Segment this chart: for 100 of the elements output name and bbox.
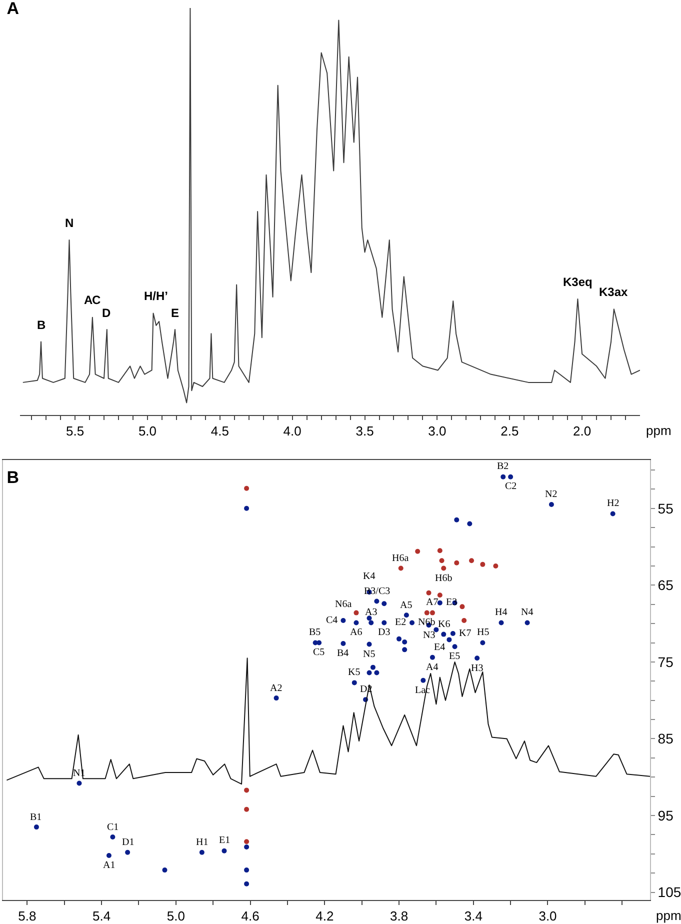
point bbox=[340, 618, 346, 623]
data-label: A2 bbox=[270, 683, 282, 694]
point bbox=[354, 610, 359, 616]
data-label: H5 bbox=[477, 627, 490, 638]
data-label: N6a bbox=[335, 599, 352, 610]
data-label: K7 bbox=[459, 628, 472, 639]
point bbox=[274, 696, 279, 701]
point bbox=[222, 848, 227, 854]
point bbox=[462, 618, 467, 623]
point bbox=[244, 486, 250, 491]
data-label: D1 bbox=[122, 837, 134, 848]
data-label: N3 bbox=[423, 630, 436, 641]
x-tick-label: 5.4 bbox=[92, 908, 111, 924]
point bbox=[244, 506, 250, 511]
x-tick-label: 3.4 bbox=[464, 908, 482, 924]
point bbox=[467, 521, 472, 526]
data-label: E5 bbox=[449, 651, 460, 662]
x-tick-label: 4.0 bbox=[283, 424, 302, 439]
data-label: E1 bbox=[219, 835, 230, 846]
point bbox=[434, 627, 439, 632]
x-tick-label: 3.8 bbox=[390, 908, 408, 924]
point bbox=[410, 620, 415, 626]
data-label: C4 bbox=[326, 615, 338, 626]
point bbox=[402, 639, 408, 644]
point bbox=[508, 474, 514, 480]
point bbox=[244, 788, 250, 793]
data-label: A6 bbox=[350, 627, 362, 638]
point bbox=[382, 620, 387, 626]
annotation: C bbox=[92, 293, 101, 307]
point bbox=[610, 511, 616, 516]
x-tick-label: 2.5 bbox=[500, 424, 519, 439]
data-label: C2 bbox=[505, 481, 517, 492]
point bbox=[446, 637, 452, 642]
x-tick-label: 2.0 bbox=[573, 424, 592, 439]
x-tick-label: 4.5 bbox=[210, 424, 229, 439]
data-label: H6b bbox=[435, 573, 452, 584]
data-label: D3 bbox=[378, 627, 390, 638]
point bbox=[426, 590, 432, 596]
point bbox=[34, 824, 39, 830]
y-tick-label: 105 bbox=[658, 884, 681, 900]
text: B bbox=[6, 468, 20, 487]
annotation: E bbox=[171, 306, 180, 320]
x-tick-label: 5.0 bbox=[138, 424, 157, 439]
data-label: B1 bbox=[30, 812, 42, 823]
x-tick-label: 5.0 bbox=[166, 908, 185, 924]
point bbox=[441, 566, 446, 571]
data-label: B4 bbox=[337, 648, 349, 659]
point bbox=[524, 620, 530, 626]
point bbox=[452, 644, 458, 650]
point bbox=[340, 641, 346, 646]
data-label: E2 bbox=[395, 617, 406, 628]
point bbox=[396, 636, 402, 642]
line-series bbox=[6, 658, 650, 785]
point bbox=[469, 558, 474, 564]
point bbox=[500, 474, 506, 480]
annotation: K3ax bbox=[599, 285, 628, 299]
point bbox=[354, 620, 359, 626]
point bbox=[439, 558, 444, 564]
data-label: C5 bbox=[313, 647, 325, 658]
point bbox=[366, 670, 372, 676]
x-axis-title: ppm bbox=[646, 423, 672, 438]
data-label: A4 bbox=[426, 662, 438, 673]
point bbox=[374, 670, 380, 676]
point bbox=[106, 852, 112, 858]
annotation: A bbox=[84, 293, 93, 307]
point bbox=[493, 563, 498, 568]
point bbox=[437, 548, 442, 554]
point bbox=[424, 610, 430, 616]
point bbox=[460, 604, 465, 610]
x-axis-title: ppm bbox=[656, 908, 681, 923]
point bbox=[162, 868, 168, 873]
point bbox=[244, 839, 250, 844]
y-tick-label: 55 bbox=[658, 500, 674, 516]
y-tick-label: 75 bbox=[658, 654, 674, 670]
annotation: N bbox=[65, 216, 74, 230]
point bbox=[437, 592, 442, 598]
point bbox=[454, 560, 460, 566]
data-label: N2 bbox=[545, 489, 558, 500]
point bbox=[474, 656, 480, 661]
point bbox=[430, 654, 435, 660]
data-label: N4 bbox=[521, 607, 534, 618]
point bbox=[199, 850, 204, 855]
data-label: N5 bbox=[363, 649, 376, 660]
point bbox=[316, 640, 322, 646]
x-tick-label: 3.0 bbox=[538, 908, 557, 924]
point bbox=[548, 502, 554, 508]
y-tick-label: 65 bbox=[658, 577, 674, 594]
point bbox=[125, 850, 130, 855]
x-tick-label: 5.5 bbox=[66, 424, 84, 439]
point bbox=[480, 562, 486, 567]
data-label: A7 bbox=[426, 597, 438, 608]
point bbox=[244, 806, 250, 812]
point bbox=[480, 640, 486, 646]
data-label: H2 bbox=[607, 498, 620, 509]
y-tick-label: 85 bbox=[658, 730, 674, 747]
annotation: H/H’ bbox=[144, 289, 168, 303]
point bbox=[374, 598, 380, 604]
chart-title: A bbox=[6, 0, 20, 18]
annotation: K3eq bbox=[563, 275, 592, 289]
x-tick-label: 3.5 bbox=[356, 424, 374, 439]
